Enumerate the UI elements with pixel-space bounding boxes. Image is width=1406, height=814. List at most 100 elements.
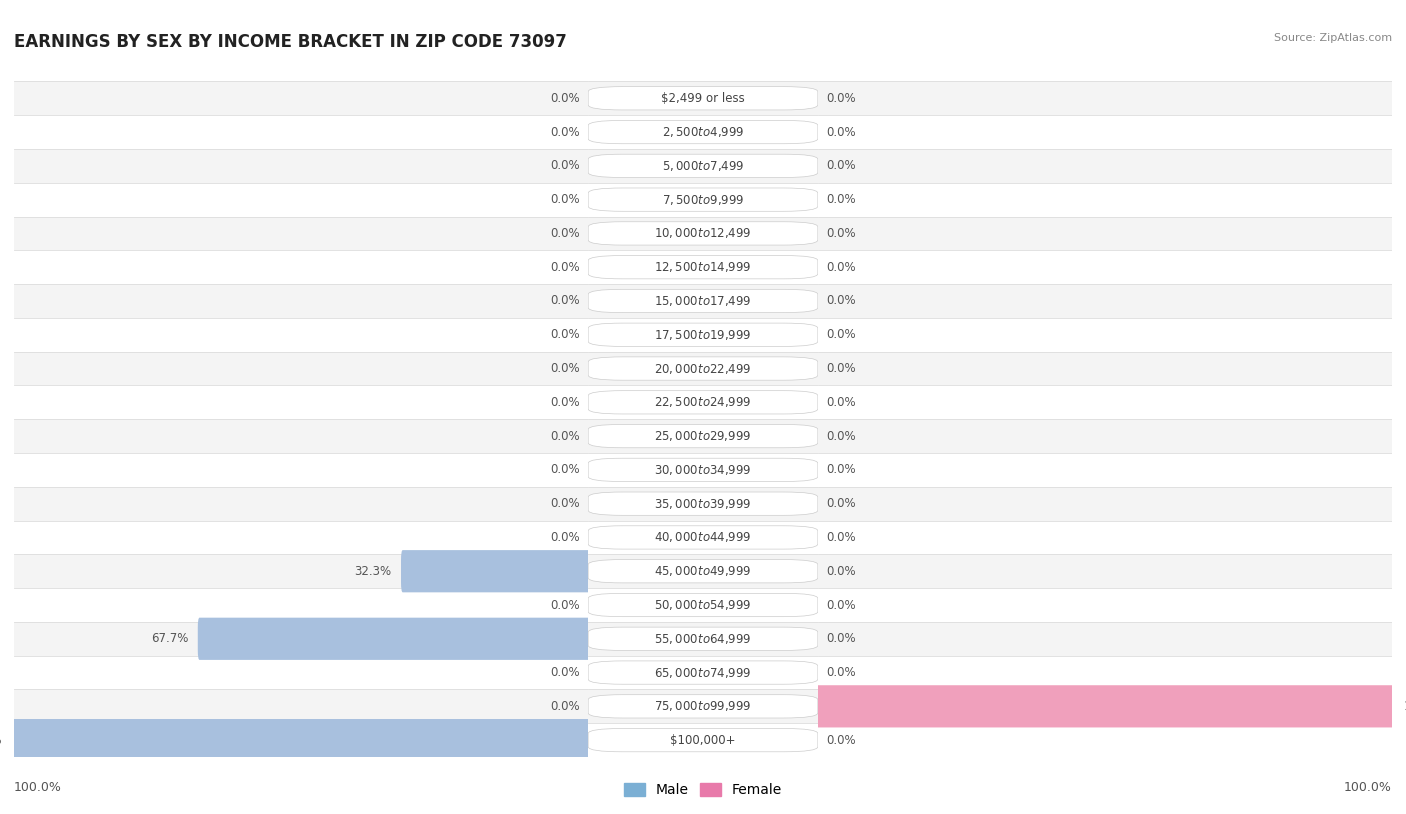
Bar bbox=[14, 115, 588, 149]
Bar bbox=[14, 554, 588, 588]
Bar bbox=[14, 487, 588, 521]
Bar bbox=[14, 149, 588, 182]
Bar bbox=[588, 250, 818, 284]
FancyBboxPatch shape bbox=[588, 357, 818, 380]
Bar bbox=[588, 453, 818, 487]
Text: 0.0%: 0.0% bbox=[550, 463, 579, 476]
Bar bbox=[818, 317, 1392, 352]
Text: $15,000 to $17,499: $15,000 to $17,499 bbox=[654, 294, 752, 308]
FancyBboxPatch shape bbox=[588, 221, 818, 245]
Bar bbox=[588, 149, 818, 182]
Bar bbox=[14, 588, 588, 622]
Text: $75,000 to $99,999: $75,000 to $99,999 bbox=[654, 699, 752, 713]
Text: 0.0%: 0.0% bbox=[550, 362, 579, 375]
FancyBboxPatch shape bbox=[588, 559, 818, 583]
Text: 0.0%: 0.0% bbox=[827, 92, 856, 105]
Text: 0.0%: 0.0% bbox=[827, 632, 856, 646]
FancyBboxPatch shape bbox=[588, 526, 818, 549]
Text: 0.0%: 0.0% bbox=[827, 193, 856, 206]
Bar bbox=[14, 724, 588, 757]
Bar bbox=[818, 689, 1392, 724]
Bar bbox=[588, 554, 818, 588]
Bar bbox=[14, 521, 588, 554]
FancyBboxPatch shape bbox=[588, 86, 818, 110]
Bar bbox=[14, 284, 588, 317]
FancyBboxPatch shape bbox=[198, 618, 591, 660]
Bar bbox=[14, 217, 588, 251]
Text: 0.0%: 0.0% bbox=[550, 328, 579, 341]
Text: 100.0%: 100.0% bbox=[14, 781, 62, 794]
Text: 0.0%: 0.0% bbox=[827, 295, 856, 308]
Text: 0.0%: 0.0% bbox=[550, 92, 579, 105]
Text: 0.0%: 0.0% bbox=[550, 193, 579, 206]
Bar bbox=[818, 149, 1392, 182]
Text: 0.0%: 0.0% bbox=[827, 227, 856, 240]
Bar bbox=[14, 250, 588, 284]
Bar bbox=[14, 453, 588, 487]
Text: 0.0%: 0.0% bbox=[550, 497, 579, 510]
FancyBboxPatch shape bbox=[588, 424, 818, 448]
Text: 0.0%: 0.0% bbox=[550, 700, 579, 713]
Bar bbox=[588, 385, 818, 419]
Bar bbox=[818, 284, 1392, 317]
Text: 0.0%: 0.0% bbox=[827, 125, 856, 138]
Text: $10,000 to $12,499: $10,000 to $12,499 bbox=[654, 226, 752, 240]
Bar bbox=[14, 385, 588, 419]
Text: $25,000 to $29,999: $25,000 to $29,999 bbox=[654, 429, 752, 443]
Bar bbox=[14, 419, 588, 453]
Bar bbox=[588, 81, 818, 115]
Text: 0.0%: 0.0% bbox=[550, 396, 579, 409]
FancyBboxPatch shape bbox=[588, 492, 818, 515]
Text: 0.0%: 0.0% bbox=[827, 565, 856, 578]
Text: $40,000 to $44,999: $40,000 to $44,999 bbox=[654, 531, 752, 545]
Bar bbox=[588, 419, 818, 453]
Text: $12,500 to $14,999: $12,500 to $14,999 bbox=[654, 260, 752, 274]
Text: $50,000 to $54,999: $50,000 to $54,999 bbox=[654, 598, 752, 612]
Text: $7,500 to $9,999: $7,500 to $9,999 bbox=[662, 193, 744, 207]
Bar bbox=[588, 622, 818, 656]
Text: Source: ZipAtlas.com: Source: ZipAtlas.com bbox=[1274, 33, 1392, 42]
Text: $65,000 to $74,999: $65,000 to $74,999 bbox=[654, 666, 752, 680]
Bar bbox=[588, 182, 818, 217]
Bar bbox=[818, 217, 1392, 251]
Text: 0.0%: 0.0% bbox=[550, 430, 579, 443]
FancyBboxPatch shape bbox=[588, 188, 818, 212]
Legend: Male, Female: Male, Female bbox=[619, 778, 787, 803]
Text: $22,500 to $24,999: $22,500 to $24,999 bbox=[654, 396, 752, 409]
Text: 0.0%: 0.0% bbox=[827, 430, 856, 443]
Text: 0.0%: 0.0% bbox=[550, 160, 579, 173]
Bar bbox=[818, 554, 1392, 588]
Text: 0.0%: 0.0% bbox=[827, 362, 856, 375]
Text: 0.0%: 0.0% bbox=[827, 260, 856, 274]
FancyBboxPatch shape bbox=[588, 661, 818, 685]
Text: 0.0%: 0.0% bbox=[827, 733, 856, 746]
Text: 0.0%: 0.0% bbox=[827, 396, 856, 409]
Bar bbox=[14, 622, 588, 656]
Text: 0.0%: 0.0% bbox=[827, 598, 856, 611]
FancyBboxPatch shape bbox=[588, 694, 818, 718]
Text: 0.0%: 0.0% bbox=[827, 497, 856, 510]
FancyBboxPatch shape bbox=[588, 154, 818, 177]
FancyBboxPatch shape bbox=[588, 120, 818, 144]
Text: $100,000+: $100,000+ bbox=[671, 733, 735, 746]
Text: $55,000 to $64,999: $55,000 to $64,999 bbox=[654, 632, 752, 646]
FancyBboxPatch shape bbox=[588, 323, 818, 347]
Text: 0.0%: 0.0% bbox=[827, 666, 856, 679]
Bar bbox=[588, 689, 818, 724]
Text: 0.0%: 0.0% bbox=[550, 227, 579, 240]
Bar bbox=[14, 352, 588, 386]
Text: 0.0%: 0.0% bbox=[550, 125, 579, 138]
Text: 0.0%: 0.0% bbox=[827, 160, 856, 173]
Bar bbox=[588, 588, 818, 622]
Bar bbox=[588, 217, 818, 251]
Text: $35,000 to $39,999: $35,000 to $39,999 bbox=[654, 497, 752, 510]
FancyBboxPatch shape bbox=[588, 458, 818, 482]
Text: 0.0%: 0.0% bbox=[550, 531, 579, 544]
Bar bbox=[818, 588, 1392, 622]
Text: 100.0%: 100.0% bbox=[1344, 781, 1392, 794]
Bar bbox=[818, 487, 1392, 521]
Bar bbox=[818, 419, 1392, 453]
Text: 0.0%: 0.0% bbox=[550, 295, 579, 308]
FancyBboxPatch shape bbox=[588, 289, 818, 313]
Text: 0.0%: 0.0% bbox=[550, 598, 579, 611]
